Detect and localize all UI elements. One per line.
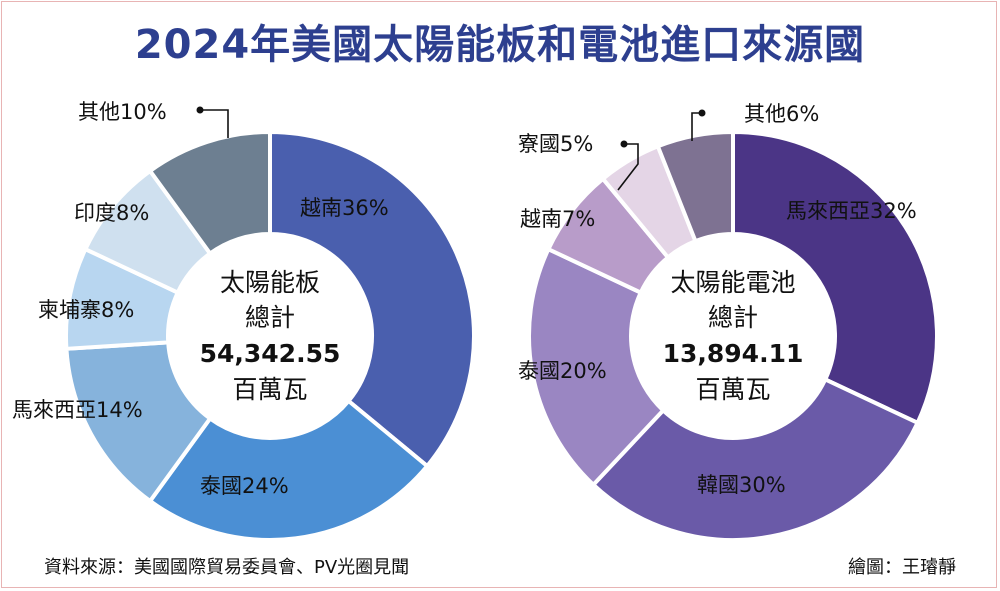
center-text-3: 13,894.11 <box>663 339 804 368</box>
slice-label-寮國: 寮國5% <box>518 132 593 156</box>
slice-馬來西亞 <box>64 340 213 504</box>
leader-dot-其他 <box>698 109 706 117</box>
credit-note: 繪圖：王璿靜 <box>848 557 956 578</box>
slice-label-泰國: 泰國20% <box>518 359 607 383</box>
slice-label-馬來西亞: 馬來西亞14% <box>12 398 143 422</box>
leader-line-其他 <box>200 109 229 138</box>
slice-label-柬埔寨: 柬埔寨8% <box>38 298 134 322</box>
page-title: 2024年美國太陽能板和電池進口來源國 <box>134 22 866 68</box>
leader-line-寮國 <box>617 143 639 191</box>
slice-越南 <box>268 129 476 469</box>
slice-韓國 <box>590 376 921 542</box>
slice-label-其他: 其他6% <box>744 102 819 126</box>
slice-label-越南: 越南36% <box>300 196 389 220</box>
source-note: 資料來源：美國國際貿易委員會、PV光圈見聞 <box>44 557 410 578</box>
slice-泰國 <box>147 398 431 542</box>
slice-label-韓國: 韓國30% <box>697 473 786 497</box>
center-text-1: 太陽能電池 <box>670 268 795 297</box>
leader-dot-其他 <box>196 106 204 114</box>
center-text-1: 太陽能板 <box>220 268 320 297</box>
slice-label-泰國: 泰國24% <box>200 474 289 498</box>
slice-馬來西亞 <box>731 129 939 426</box>
slice-label-越南: 越南7% <box>520 207 595 231</box>
leader-dot-寮國 <box>620 140 628 148</box>
slice-其他 <box>147 129 272 257</box>
center-text-3: 54,342.55 <box>200 339 341 368</box>
center-text-2: 總計 <box>708 303 758 332</box>
center-text-2: 總計 <box>245 303 295 332</box>
slice-label-馬來西亞: 馬來西亞32% <box>786 199 917 223</box>
center-text-4: 百萬瓦 <box>695 375 770 404</box>
center-text-4: 百萬瓦 <box>232 375 307 404</box>
slice-label-其他: 其他10% <box>78 100 167 124</box>
slice-其他 <box>655 129 735 244</box>
slice-泰國 <box>527 246 667 488</box>
slice-label-印度: 印度8% <box>74 201 149 225</box>
